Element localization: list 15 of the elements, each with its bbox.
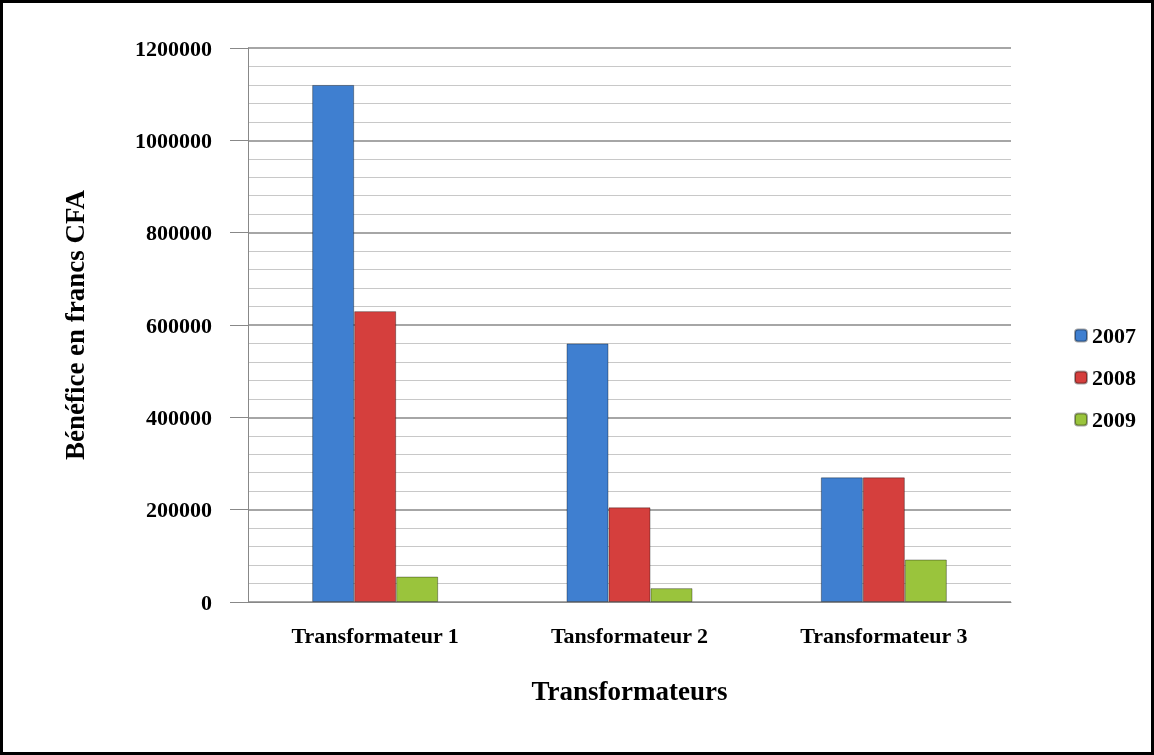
- x-tick-label: Tansformateur 2: [550, 622, 709, 648]
- legend-label: 2008: [1092, 365, 1136, 390]
- y-tick-label: 0: [201, 589, 212, 615]
- legend-label: 2007: [1092, 323, 1136, 348]
- y-axis-title: Bénéfice en francs CFA: [59, 189, 90, 461]
- y-tick-label: 200000: [146, 497, 212, 523]
- legend-label: 2009: [1092, 407, 1136, 432]
- x-axis-title: Transformateurs: [531, 675, 728, 706]
- x-tick-label: Transformateur 1: [291, 622, 459, 648]
- y-tick-label: 1000000: [135, 127, 212, 153]
- y-tick-label: 800000: [146, 220, 212, 246]
- x-tick-label: Transformateur 3: [800, 622, 968, 648]
- y-tick-label: 400000: [146, 404, 212, 430]
- y-tick-label: 1200000: [135, 35, 212, 61]
- y-tick-label: 600000: [146, 312, 212, 338]
